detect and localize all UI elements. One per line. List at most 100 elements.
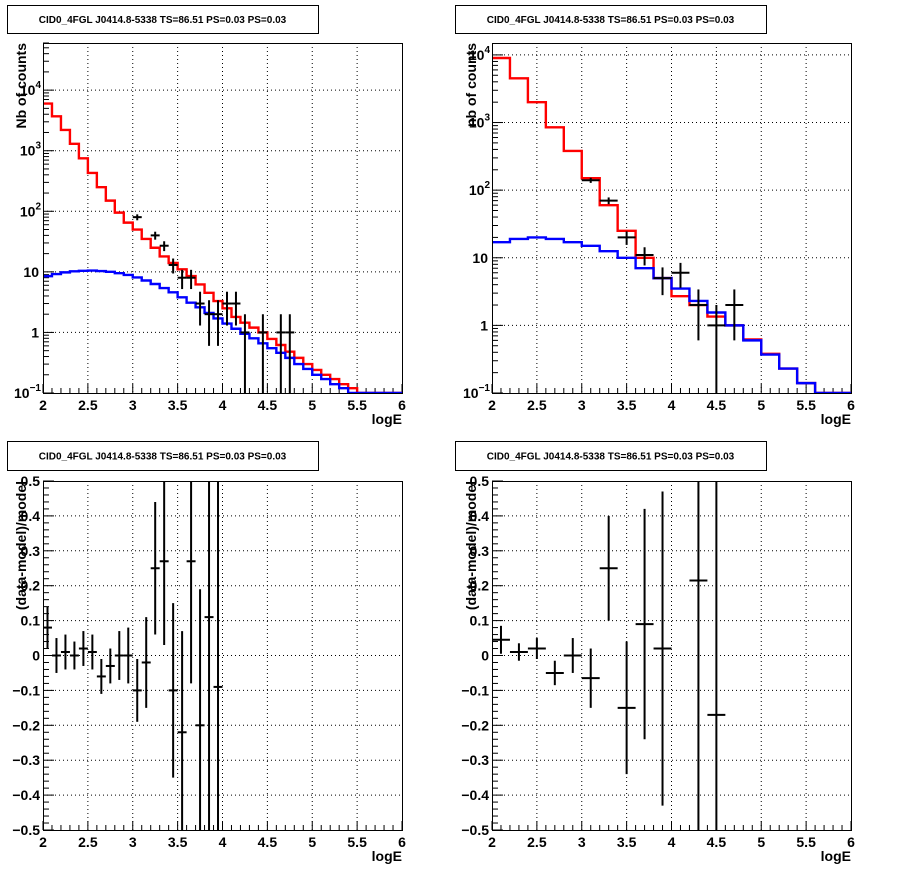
x-tick-label: 4.5 <box>258 397 278 413</box>
data-point <box>617 641 636 775</box>
y-tick-label: 103 <box>469 113 491 131</box>
data-point <box>492 625 510 654</box>
y-tick-label: 10−1 <box>14 383 41 401</box>
x-tick-label: 2 <box>39 397 47 413</box>
title-box <box>7 441 319 471</box>
data-point <box>653 267 672 296</box>
data-point <box>168 603 178 778</box>
y-tick-label: −0.2 <box>12 717 40 733</box>
data-point <box>509 643 528 661</box>
data-point <box>150 501 160 635</box>
x-tick-label: 4 <box>219 397 227 413</box>
data-point <box>105 648 115 684</box>
x-tick-label: 2 <box>488 397 496 413</box>
y-tick-label: 102 <box>20 201 42 219</box>
y-tick-label: 0 <box>481 648 489 664</box>
x-tick-label: 5 <box>308 397 316 413</box>
y-tick-label: 0.1 <box>470 613 490 629</box>
y-axis-label: (data-model)/model <box>13 481 29 610</box>
y-tick-label: 104 <box>20 80 42 98</box>
y-tick-label: 0.5 <box>21 473 41 489</box>
data-point <box>707 481 726 830</box>
title-box <box>7 5 319 34</box>
x-axis-label: logE <box>372 411 402 427</box>
x-tick-label: 2 <box>39 834 47 850</box>
data-point <box>204 481 214 830</box>
data-point <box>599 197 618 205</box>
chart-panel-3: CID0_4FGL J0414.8-5338 TS=86.51 PS=0.03 … <box>7 441 406 864</box>
data-point <box>204 300 214 346</box>
plot-frame <box>492 481 852 831</box>
x-tick-label: 2.5 <box>78 834 98 850</box>
data-point <box>285 314 295 393</box>
data-point <box>51 638 61 673</box>
y-tick-label: −0.1 <box>461 682 489 698</box>
data-point <box>43 606 52 649</box>
data-point <box>69 641 79 670</box>
x-tick-label: 5 <box>757 834 765 850</box>
y-tick-label: 0.3 <box>21 543 41 559</box>
x-tick-label: 5.5 <box>796 834 816 850</box>
y-tick-label: −0.5 <box>12 822 40 838</box>
x-tick-label: 3 <box>578 397 586 413</box>
plot-area <box>43 481 223 830</box>
y-tick-label: 0.4 <box>470 508 490 524</box>
x-tick-label: 4.5 <box>707 397 727 413</box>
x-axis-label: logE <box>821 848 851 864</box>
y-axis-label: nb of counts <box>463 43 479 127</box>
x-tick-label: 5 <box>308 834 316 850</box>
plot-area <box>43 102 402 393</box>
data-point <box>87 634 97 670</box>
data-point <box>635 508 654 740</box>
data-point <box>617 231 636 245</box>
data-point <box>527 638 546 659</box>
y-tick-label: 1 <box>31 324 39 340</box>
data-point <box>671 262 690 288</box>
x-tick-label: 3.5 <box>617 397 637 413</box>
y-tick-label: 10 <box>23 264 39 280</box>
chart-title: CID0_4FGL J0414.8-5338 TS=86.51 PS=0.03 … <box>39 15 287 26</box>
y-tick-label: −0.1 <box>12 682 40 698</box>
data-point <box>545 660 564 686</box>
chart-panel-1: CID0_4FGL J0414.8-5338 TS=86.51 PS=0.03 … <box>7 5 406 427</box>
data-point <box>96 658 106 694</box>
plot-frame <box>43 481 403 831</box>
data-point <box>186 481 196 684</box>
x-tick-label: 4.5 <box>707 834 727 850</box>
data-point <box>177 269 187 290</box>
data-point <box>195 291 205 326</box>
data-point <box>581 648 600 708</box>
x-tick-label: 4 <box>668 834 676 850</box>
data-point <box>123 627 133 684</box>
data-point <box>141 617 151 708</box>
y-tick-label: 0.4 <box>21 508 41 524</box>
data-point <box>213 300 223 346</box>
plot-frame <box>43 43 403 394</box>
data-point <box>653 491 672 806</box>
y-tick-label: 0.2 <box>470 578 490 594</box>
data-point <box>599 515 618 621</box>
y-tick-label: 10−1 <box>463 383 490 401</box>
y-tick-label: −0.3 <box>12 752 40 768</box>
x-tick-label: 5.5 <box>347 397 367 413</box>
chart-title: CID0_4FGL J0414.8-5338 TS=86.51 PS=0.03 … <box>39 452 287 463</box>
plot-area <box>492 56 851 393</box>
data-point <box>240 314 250 393</box>
data-point <box>222 291 232 326</box>
title-box <box>455 5 767 34</box>
data-point <box>186 269 196 290</box>
data-point <box>258 314 268 393</box>
total-model-line <box>492 56 851 393</box>
x-tick-label: 4 <box>219 834 227 850</box>
data-point <box>276 314 286 393</box>
y-tick-label: 104 <box>469 45 491 63</box>
x-tick-label: 2.5 <box>527 397 547 413</box>
data-point <box>195 589 205 830</box>
y-tick-label: −0.2 <box>461 717 489 733</box>
data-point <box>159 481 169 646</box>
x-tick-label: 3.5 <box>168 397 188 413</box>
x-tick-label: 4 <box>668 397 676 413</box>
chart-panel-2: CID0_4FGL J0414.8-5338 TS=86.51 PS=0.03 … <box>455 5 855 427</box>
y-tick-label: 103 <box>20 141 42 159</box>
